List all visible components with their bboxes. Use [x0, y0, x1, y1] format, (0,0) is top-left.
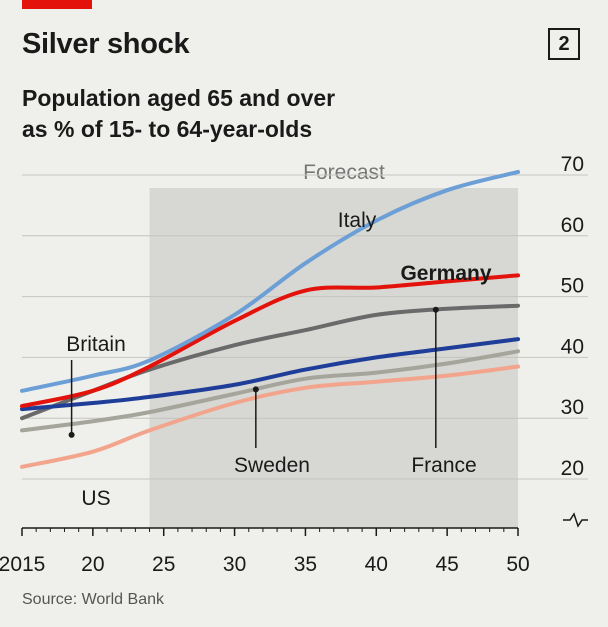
x-tick-label: 35: [294, 553, 317, 576]
chart-title: Silver shock: [22, 28, 190, 60]
series-line-italy: [20, 169, 520, 393]
series-line-britain: [20, 337, 520, 412]
x-tick-label: 45: [435, 553, 458, 576]
x-tick-label: 40: [365, 553, 388, 576]
series-label-sweden: Sweden: [234, 454, 310, 477]
series-label-britain: Britain: [66, 333, 126, 356]
axis-break-icon: [563, 512, 588, 528]
y-tick-label: 20: [561, 457, 584, 480]
leader-dot-britain: [68, 431, 75, 438]
series-label-italy: Italy: [338, 209, 377, 232]
series-line-us: [20, 364, 520, 469]
leader-dot-france: [432, 306, 439, 313]
source-note: Source: World Bank: [22, 591, 164, 608]
x-tick-label: 25: [152, 553, 175, 576]
series-label-france: France: [411, 454, 476, 477]
y-tick-label: 50: [561, 275, 584, 298]
series-line-germany: [20, 273, 520, 409]
y-tick-label: 60: [561, 214, 584, 237]
subtitle-line-1: Population aged 65 and over: [22, 85, 336, 111]
forecast-shading: [149, 188, 519, 528]
series-line-sweden: [20, 349, 520, 433]
series-label-germany: Germany: [400, 262, 491, 285]
leader-dot-sweden: [252, 386, 259, 393]
series-label-us: US: [81, 487, 110, 510]
y-tick-label: 40: [561, 335, 584, 358]
forecast-label: Forecast: [303, 161, 385, 184]
x-tick-label: 30: [223, 553, 246, 576]
y-tick-label: 70: [561, 153, 584, 176]
brand-accent-bar: [22, 0, 92, 9]
x-tick-label: 2015: [0, 553, 45, 576]
x-tick-label: 50: [506, 553, 529, 576]
chart-number-badge: 2: [548, 28, 580, 60]
subtitle-line-2: as % of 15- to 64-year-olds: [22, 116, 313, 142]
chart-subtitle: Population aged 65 and over as % of 15- …: [22, 83, 582, 145]
x-tick-label: 20: [81, 553, 104, 576]
y-tick-label: 30: [561, 396, 584, 419]
